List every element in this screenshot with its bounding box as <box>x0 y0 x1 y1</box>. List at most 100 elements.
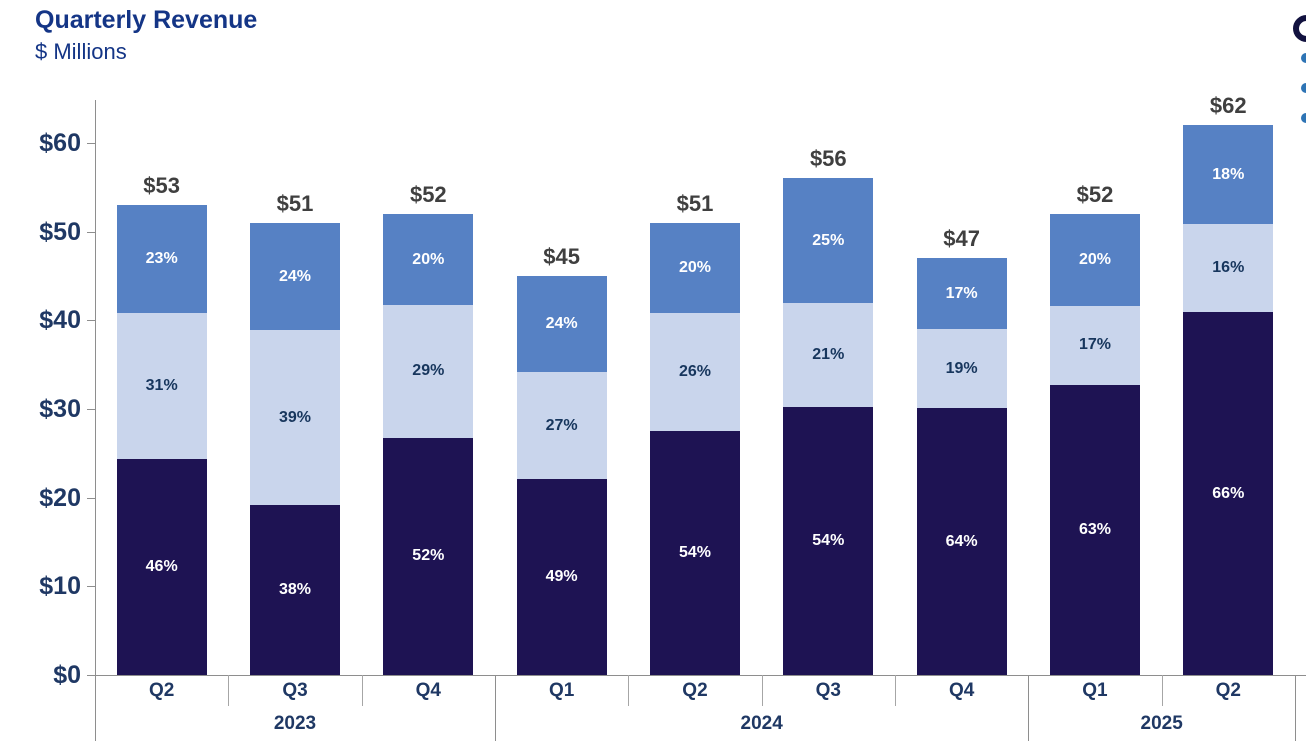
bar-segment: 23% <box>116 205 207 314</box>
segment-percent-label: 20% <box>412 250 445 268</box>
legend-bullet-icon <box>1301 53 1306 63</box>
bar-total-label: $52 <box>409 181 447 207</box>
bar-column-q1-2024: 24% 27% 49% $45 <box>495 100 628 675</box>
bar-segment: 29% <box>383 305 474 438</box>
segment-percent-label: 20% <box>1078 251 1111 269</box>
bar-segment: 27% <box>516 371 607 480</box>
stacked-bar: 18% 16% 66% <box>1183 125 1274 675</box>
x-axis-line <box>87 675 1306 676</box>
segment-percent-label: 52% <box>412 547 445 565</box>
segment-percent-label: 31% <box>145 376 178 394</box>
segment-percent-label: 64% <box>945 532 978 550</box>
quarter-divider <box>895 675 896 706</box>
bar-column-q3-2023: 24% 39% 38% $51 <box>228 100 361 675</box>
stacked-bar: 24% 39% 38% <box>249 222 340 675</box>
y-tick-mark <box>87 143 95 144</box>
segment-percent-label: 26% <box>678 363 711 381</box>
bar-column-q4-2023: 20% 29% 52% $52 <box>362 100 495 675</box>
segment-percent-label: 27% <box>545 416 578 434</box>
bar-segment: 64% <box>916 408 1007 675</box>
quarter-label-2: Q3 <box>282 679 308 701</box>
quarter-divider <box>762 675 763 706</box>
bar-column-q2-2025: 18% 16% 66% $62 <box>1162 94 1295 675</box>
bar-segment: 19% <box>916 329 1007 409</box>
bar-column-q2-2023: 23% 31% 46% $53 <box>95 100 228 675</box>
y-tick-label: $0 <box>53 661 81 689</box>
bar-total-label: $56 <box>809 146 847 172</box>
bar-segment: 20% <box>649 222 740 314</box>
y-tick-mark <box>87 675 95 676</box>
segment-percent-label: 20% <box>678 259 711 277</box>
quarter-label-7: Q4 <box>948 679 975 701</box>
quarter-label-row: Q2 Q3 Q4 Q1 Q2 Q3 Q4 Q1 Q2 <box>95 675 1295 706</box>
bar-segment: 20% <box>1049 213 1140 307</box>
bar-column-q4-2024: 17% 19% 64% $47 <box>895 100 1028 675</box>
quarter-divider <box>1162 675 1163 706</box>
y-tick-label: $50 <box>39 217 81 246</box>
quarter-divider <box>228 675 229 706</box>
bar-segment: 24% <box>249 222 340 331</box>
stacked-bar: 17% 19% 64% <box>916 258 1007 675</box>
quarter-label-9: Q2 <box>1215 679 1241 701</box>
bar-segment: 52% <box>383 437 474 675</box>
stacked-bar: 20% 29% 52% <box>383 213 474 675</box>
bar-segment: 31% <box>116 313 207 459</box>
year-group-divider <box>1028 675 1029 741</box>
y-tick-mark <box>87 586 95 588</box>
bar-segment: 18% <box>1183 125 1274 225</box>
quarter-label-3: Q4 <box>415 679 441 701</box>
bar-segment: 17% <box>916 258 1007 330</box>
stacked-bar: 20% 17% 63% <box>1049 213 1140 675</box>
year-group-divider <box>495 675 496 741</box>
bar-segment: 54% <box>649 430 740 675</box>
bar-segment: 17% <box>1049 306 1140 385</box>
stacked-bar: 25% 21% 54% <box>783 178 874 675</box>
segment-percent-label: 38% <box>278 580 311 598</box>
quarter-label-1: Q2 <box>148 679 175 701</box>
y-tick-label: $20 <box>39 483 81 512</box>
y-tick-mark <box>87 320 95 322</box>
chart-title: Quarterly Revenue <box>35 6 258 34</box>
segment-percent-label: 66% <box>1212 484 1245 502</box>
year-group-divider <box>95 675 96 741</box>
y-tick-label: $30 <box>39 395 81 423</box>
year-label-2023: 2023 <box>273 713 317 734</box>
segment-percent-label: 23% <box>145 250 178 268</box>
stacked-bar: 23% 31% 46% <box>116 205 207 675</box>
segment-percent-label: 19% <box>945 359 978 377</box>
segment-percent-label: 46% <box>145 557 178 575</box>
chart-header: Quarterly Revenue $ Millions <box>35 6 257 66</box>
segment-percent-label: 25% <box>812 231 845 249</box>
bar-total-label: $45 <box>543 244 580 270</box>
quarter-divider <box>362 675 363 706</box>
bar-segment: 26% <box>649 313 740 431</box>
y-tick-mark <box>87 497 95 499</box>
bar-column-q1-2025: 20% 17% 63% $52 <box>1028 100 1161 675</box>
bar-segment: 46% <box>116 458 207 675</box>
quarter-label-4: Q1 <box>548 679 575 701</box>
legend-heading-glyph-fragment <box>1293 15 1306 42</box>
bar-column-q2-2024: 20% 26% 54% $51 <box>628 100 761 675</box>
segment-percent-label: 39% <box>278 408 311 426</box>
segment-percent-label: 17% <box>1078 336 1111 354</box>
segment-percent-label: 63% <box>1078 520 1111 538</box>
bar-total-label: $47 <box>943 226 980 252</box>
bar-segment: 38% <box>249 504 340 675</box>
bar-segment: 20% <box>383 213 474 306</box>
stacked-bar: 20% 26% 54% <box>649 222 740 675</box>
bar-total-label: $52 <box>1076 181 1114 207</box>
y-tick-label: $40 <box>39 306 81 335</box>
bar-column-q3-2024: 25% 21% 54% $56 <box>762 100 895 675</box>
legend-bullet-icon <box>1301 83 1306 93</box>
y-axis-line <box>95 100 96 675</box>
segment-percent-label: 49% <box>545 568 578 586</box>
bar-segment: 25% <box>783 178 874 303</box>
year-group-divider <box>1295 675 1296 741</box>
quarter-label-5: Q2 <box>682 679 708 701</box>
stacked-bar: 24% 27% 49% <box>516 276 607 675</box>
bar-segment: 49% <box>516 479 607 675</box>
segment-percent-label: 54% <box>812 531 845 549</box>
bar-total-label: $62 <box>1209 93 1247 119</box>
bar-segment: 63% <box>1049 384 1140 675</box>
